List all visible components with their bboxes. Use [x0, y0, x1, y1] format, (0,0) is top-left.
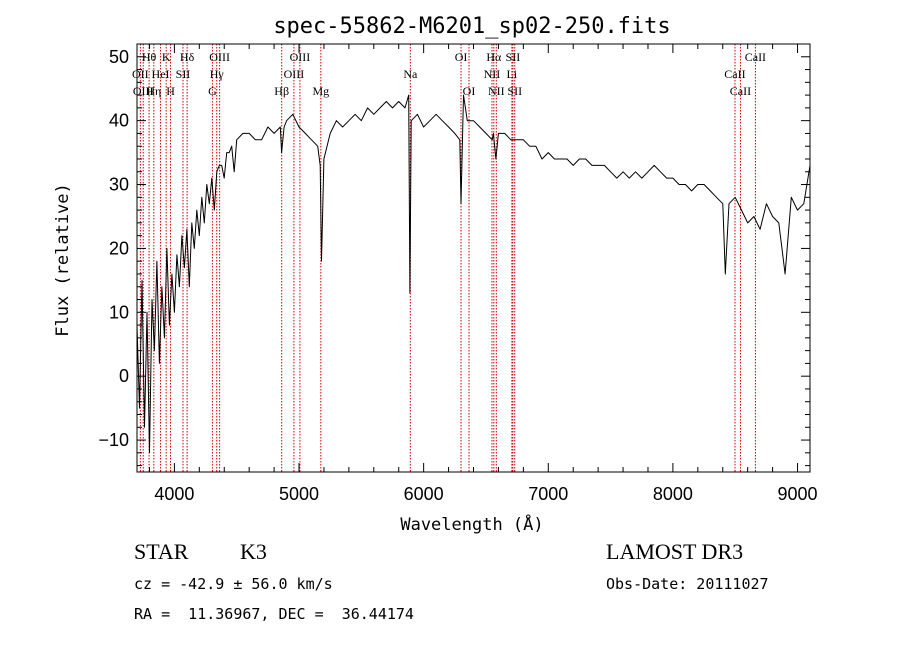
plot-frame — [136, 43, 811, 473]
line-label-13: OIII — [284, 67, 305, 81]
spectrum-line — [136, 94, 811, 454]
y-tick-label: −10 — [98, 430, 129, 450]
line-label-5: Hη — [146, 84, 161, 98]
y-tick-label: 30 — [109, 175, 129, 195]
x-tick-label: 4000 — [154, 484, 194, 504]
line-label-19: Hα — [486, 50, 502, 64]
line-label-10: Hγ — [210, 67, 225, 81]
line-label-3: K — [162, 50, 171, 64]
y-tick-label: 0 — [119, 366, 129, 386]
object-type: STAR — [134, 539, 189, 564]
line-label-27: CaII — [730, 84, 751, 98]
y-tick-label: 40 — [109, 111, 129, 131]
line-label-25: CaII — [745, 50, 766, 64]
x-tick-label: 5000 — [279, 484, 319, 504]
observation-date: Obs-Date: 20111027 — [606, 575, 769, 593]
y-tick-label: 20 — [109, 238, 129, 258]
line-label-18: OI — [463, 84, 476, 98]
spectrum-series — [136, 94, 811, 454]
line-label-21: NII — [484, 67, 501, 81]
line-label-12: OIII — [290, 50, 311, 64]
line-label-4: HeI — [152, 67, 170, 81]
survey-name: LAMOST DR3 — [606, 539, 743, 564]
line-label-16: Na — [403, 67, 418, 81]
line-label-0: Hθ — [142, 50, 157, 64]
line-label-24: SII — [507, 84, 522, 98]
line-label-9: OIII — [209, 50, 230, 64]
line-label-20: SII — [506, 50, 521, 64]
axis-ticks: 4000 5000 6000 7000 8000 9000 −10 0 10 20 30 40 50 — [98, 43, 818, 504]
object-subclass: K3 — [240, 539, 267, 564]
chart-title: spec-55862-M6201_sp02-250.fits — [273, 14, 670, 39]
line-label-8: Hδ — [180, 50, 195, 64]
y-tick-label: 50 — [109, 47, 129, 67]
line-label-22: Li — [507, 67, 518, 81]
y-tick-label: 10 — [109, 302, 129, 322]
x-tick-label: 6000 — [404, 484, 444, 504]
line-markers — [139, 44, 756, 472]
line-label-6: SII — [176, 67, 191, 81]
line-label-17: OI — [455, 50, 468, 64]
x-tick-label: 7000 — [528, 484, 568, 504]
redshift-cz: cz = -42.9 ± 56.0 km/s — [134, 575, 333, 593]
x-tick-label: 8000 — [653, 484, 693, 504]
line-label-1: OII — [132, 67, 149, 81]
x-axis-label: Wavelength (Å) — [400, 513, 543, 535]
line-label-15: Mg — [312, 84, 329, 98]
x-tick-label: 9000 — [778, 484, 818, 504]
line-label-14: Hβ — [274, 84, 289, 98]
coordinates: RA = 11.36967, DEC = 36.44174 — [134, 605, 414, 623]
y-axis-label: Flux (relative) — [53, 183, 73, 337]
line-label-2: OIII — [133, 84, 154, 98]
line-label-7: H — [166, 84, 175, 98]
line-label-11: G — [208, 84, 217, 98]
line-label-26: CaII — [724, 67, 745, 81]
line-label-23: NII — [488, 84, 505, 98]
